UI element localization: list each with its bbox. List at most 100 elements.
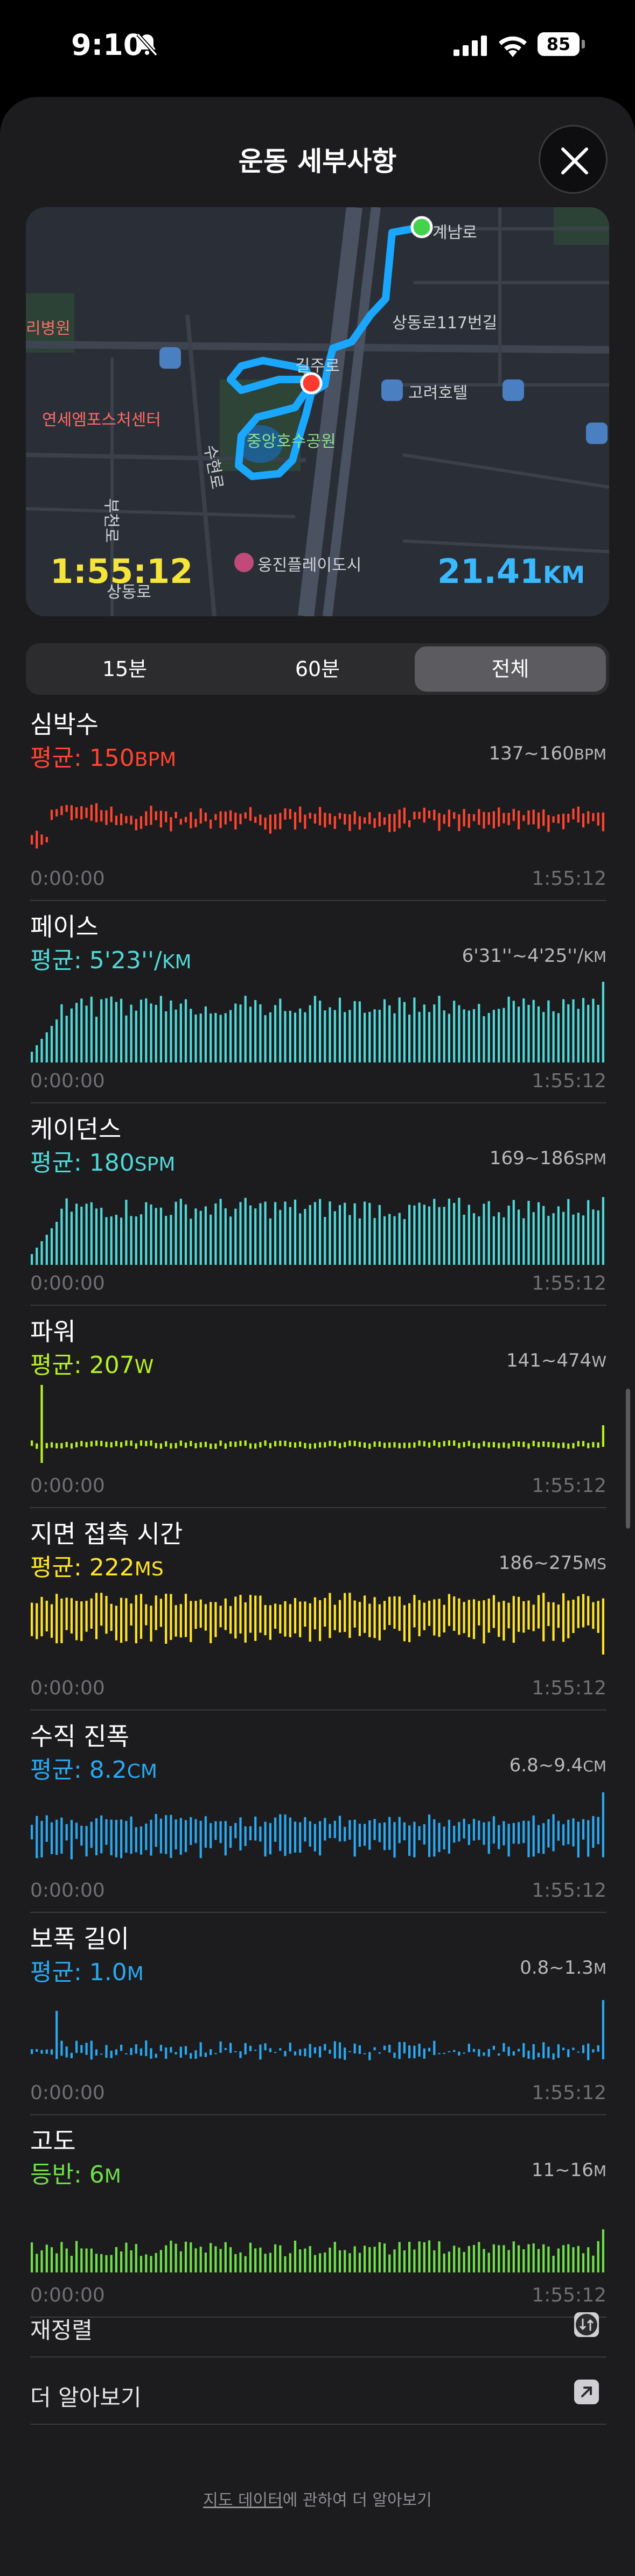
chart-bar [483,2052,485,2056]
metric-section-heart[interactable]: 심박수 평균: 150BPM 137~160BPM 0:00:00 1:55:12 [30,705,606,907]
chart-bar [210,1013,212,1062]
chart-bar [194,1208,197,1265]
chart-bar [498,1212,500,1265]
chart-bar [472,814,476,821]
chart-bar [299,2049,302,2056]
metric-chart [31,2229,604,2272]
chart-bar [597,1817,599,1845]
chart-bar [274,1603,277,1629]
chart-bar [592,2255,595,2272]
chart-bar [333,1211,336,1265]
segment-60min[interactable]: 60분 [295,657,340,681]
chart-bar [602,2229,604,2272]
chart-bar [115,2247,117,2272]
chart-bar [194,1443,197,1448]
chart-bar [324,1010,326,1062]
chart-bar [507,1824,510,1857]
chart-bar [353,1440,356,1446]
chart-bar [403,1002,406,1062]
chart-bar [259,2247,262,2272]
chart-bar [378,1010,381,1062]
metric-range-value: 6.8~9.4 [509,1755,583,1776]
close-button[interactable] [539,125,608,194]
chart-bar [552,1011,555,1062]
chart-bar [413,2249,416,2272]
chart-bar [31,1052,33,1062]
chart-bar [319,1821,322,1856]
chart-bar [567,1443,570,1449]
chart-bar [403,2042,406,2054]
footnote-text: 에 관하여 더 알아보기 [282,2491,432,2510]
close-icon [561,147,588,174]
chart-bar [269,1012,271,1062]
segment-all[interactable]: 전체 [415,646,606,692]
chart-bar [542,2244,545,2272]
learn-more-row[interactable]: 더 알아보기 [30,2360,606,2425]
metric-section-gct[interactable]: 지면 접촉 시간 평균: 222MS 186~275MS 0:00:00 1:55:12 [30,1515,606,1717]
chart-bar [279,2048,282,2051]
metric-section-pace[interactable]: 페이스 평균: 5'23''/KM 6'31''~4'25''/KM 0:00:00 1… [30,907,606,1110]
chart-bar [284,2256,287,2272]
chart-bar [453,812,456,819]
chart-bar [204,1006,207,1062]
chart-bar [393,2052,396,2058]
metric-end-time: 1:55:12 [532,1880,606,1902]
chart-bar [512,2051,515,2056]
chart-bar [210,2243,212,2272]
chart-bar [115,815,117,825]
chart-bar [244,1602,247,1643]
chart-bar [31,1602,33,1636]
metric-average-prefix: 평균: [30,1756,89,1784]
metric-section-elev[interactable]: 고도 등반: 6M 11~16M 0:00:00 1:55:12 [30,2122,606,2324]
reorder-row[interactable]: 재정렬 [30,2293,606,2357]
chart-bar [602,982,604,1062]
chart-bar [239,813,242,825]
chart-bar [577,1009,580,1062]
chart-bar [483,2249,485,2272]
chart-bar [264,1015,267,1062]
chart-bar [487,1599,490,1633]
chart-bar [324,1442,326,1448]
metric-section-stride[interactable]: 보폭 길이 평균: 1.0M 0.8~1.3M 0:00:00 1:55:12 [30,1919,606,2122]
chart-bar [110,1819,113,1855]
chart-bar [170,1215,172,1265]
metric-section-cadence[interactable]: 케이던스 평균: 180SPM 169~186SPM 0:00:00 1:55:12 [30,1110,606,1312]
metric-section-vosc[interactable]: 수직 진폭 평균: 8.2CM 6.8~9.4CM 0:00:00 1:55:12 [30,1717,606,1919]
chart-bar [358,2253,361,2272]
route-map[interactable]: 상동로117번길 고려호텔 연세엠포스처센터 중앙호수공원 웅진플레이도시 계남… [26,207,609,616]
chart-bar [483,1203,485,1265]
chart-bar [368,1820,371,1850]
chart-bar [75,2241,78,2272]
chart-bar [139,1826,143,1855]
chart-bar [90,805,93,821]
chart-bar [527,2244,530,2272]
reorder-label: 재정렬 [30,2317,93,2343]
chart-bar [254,2050,257,2051]
scroll-indicator[interactable] [626,1389,630,1529]
chart-bar [338,813,341,819]
metric-start-time: 0:00:00 [30,1475,105,1497]
segment-15min[interactable]: 15분 [102,657,148,681]
chart-bar [259,814,262,826]
chart-bar [582,1441,585,1447]
chart-bar [552,1602,555,1641]
chart-bar [210,1602,212,1643]
chart-bar [100,2053,103,2055]
chart-bar [55,2011,58,2059]
chart-bar [80,2045,83,2053]
chart-bar [75,2040,78,2053]
map-data-link[interactable]: 지도 데이터 [203,2491,283,2510]
metric-section-power[interactable]: 파워 평균: 207W 141~474W 0:00:00 1:55:12 [30,1312,606,1515]
chart-bar [542,1823,545,1854]
chart-bar [165,1594,168,1644]
chart-bar [120,813,123,826]
chart-bar [532,1604,535,1631]
chart-bar [522,1601,525,1633]
chart-bar [527,1201,530,1265]
chart-bar [234,812,237,830]
chart-bar [80,1441,83,1447]
chart-bar [294,1821,297,1853]
chart-bar [557,814,560,824]
chart-bar [438,813,441,831]
metric-average: 평균: 222MS [30,1548,164,1582]
